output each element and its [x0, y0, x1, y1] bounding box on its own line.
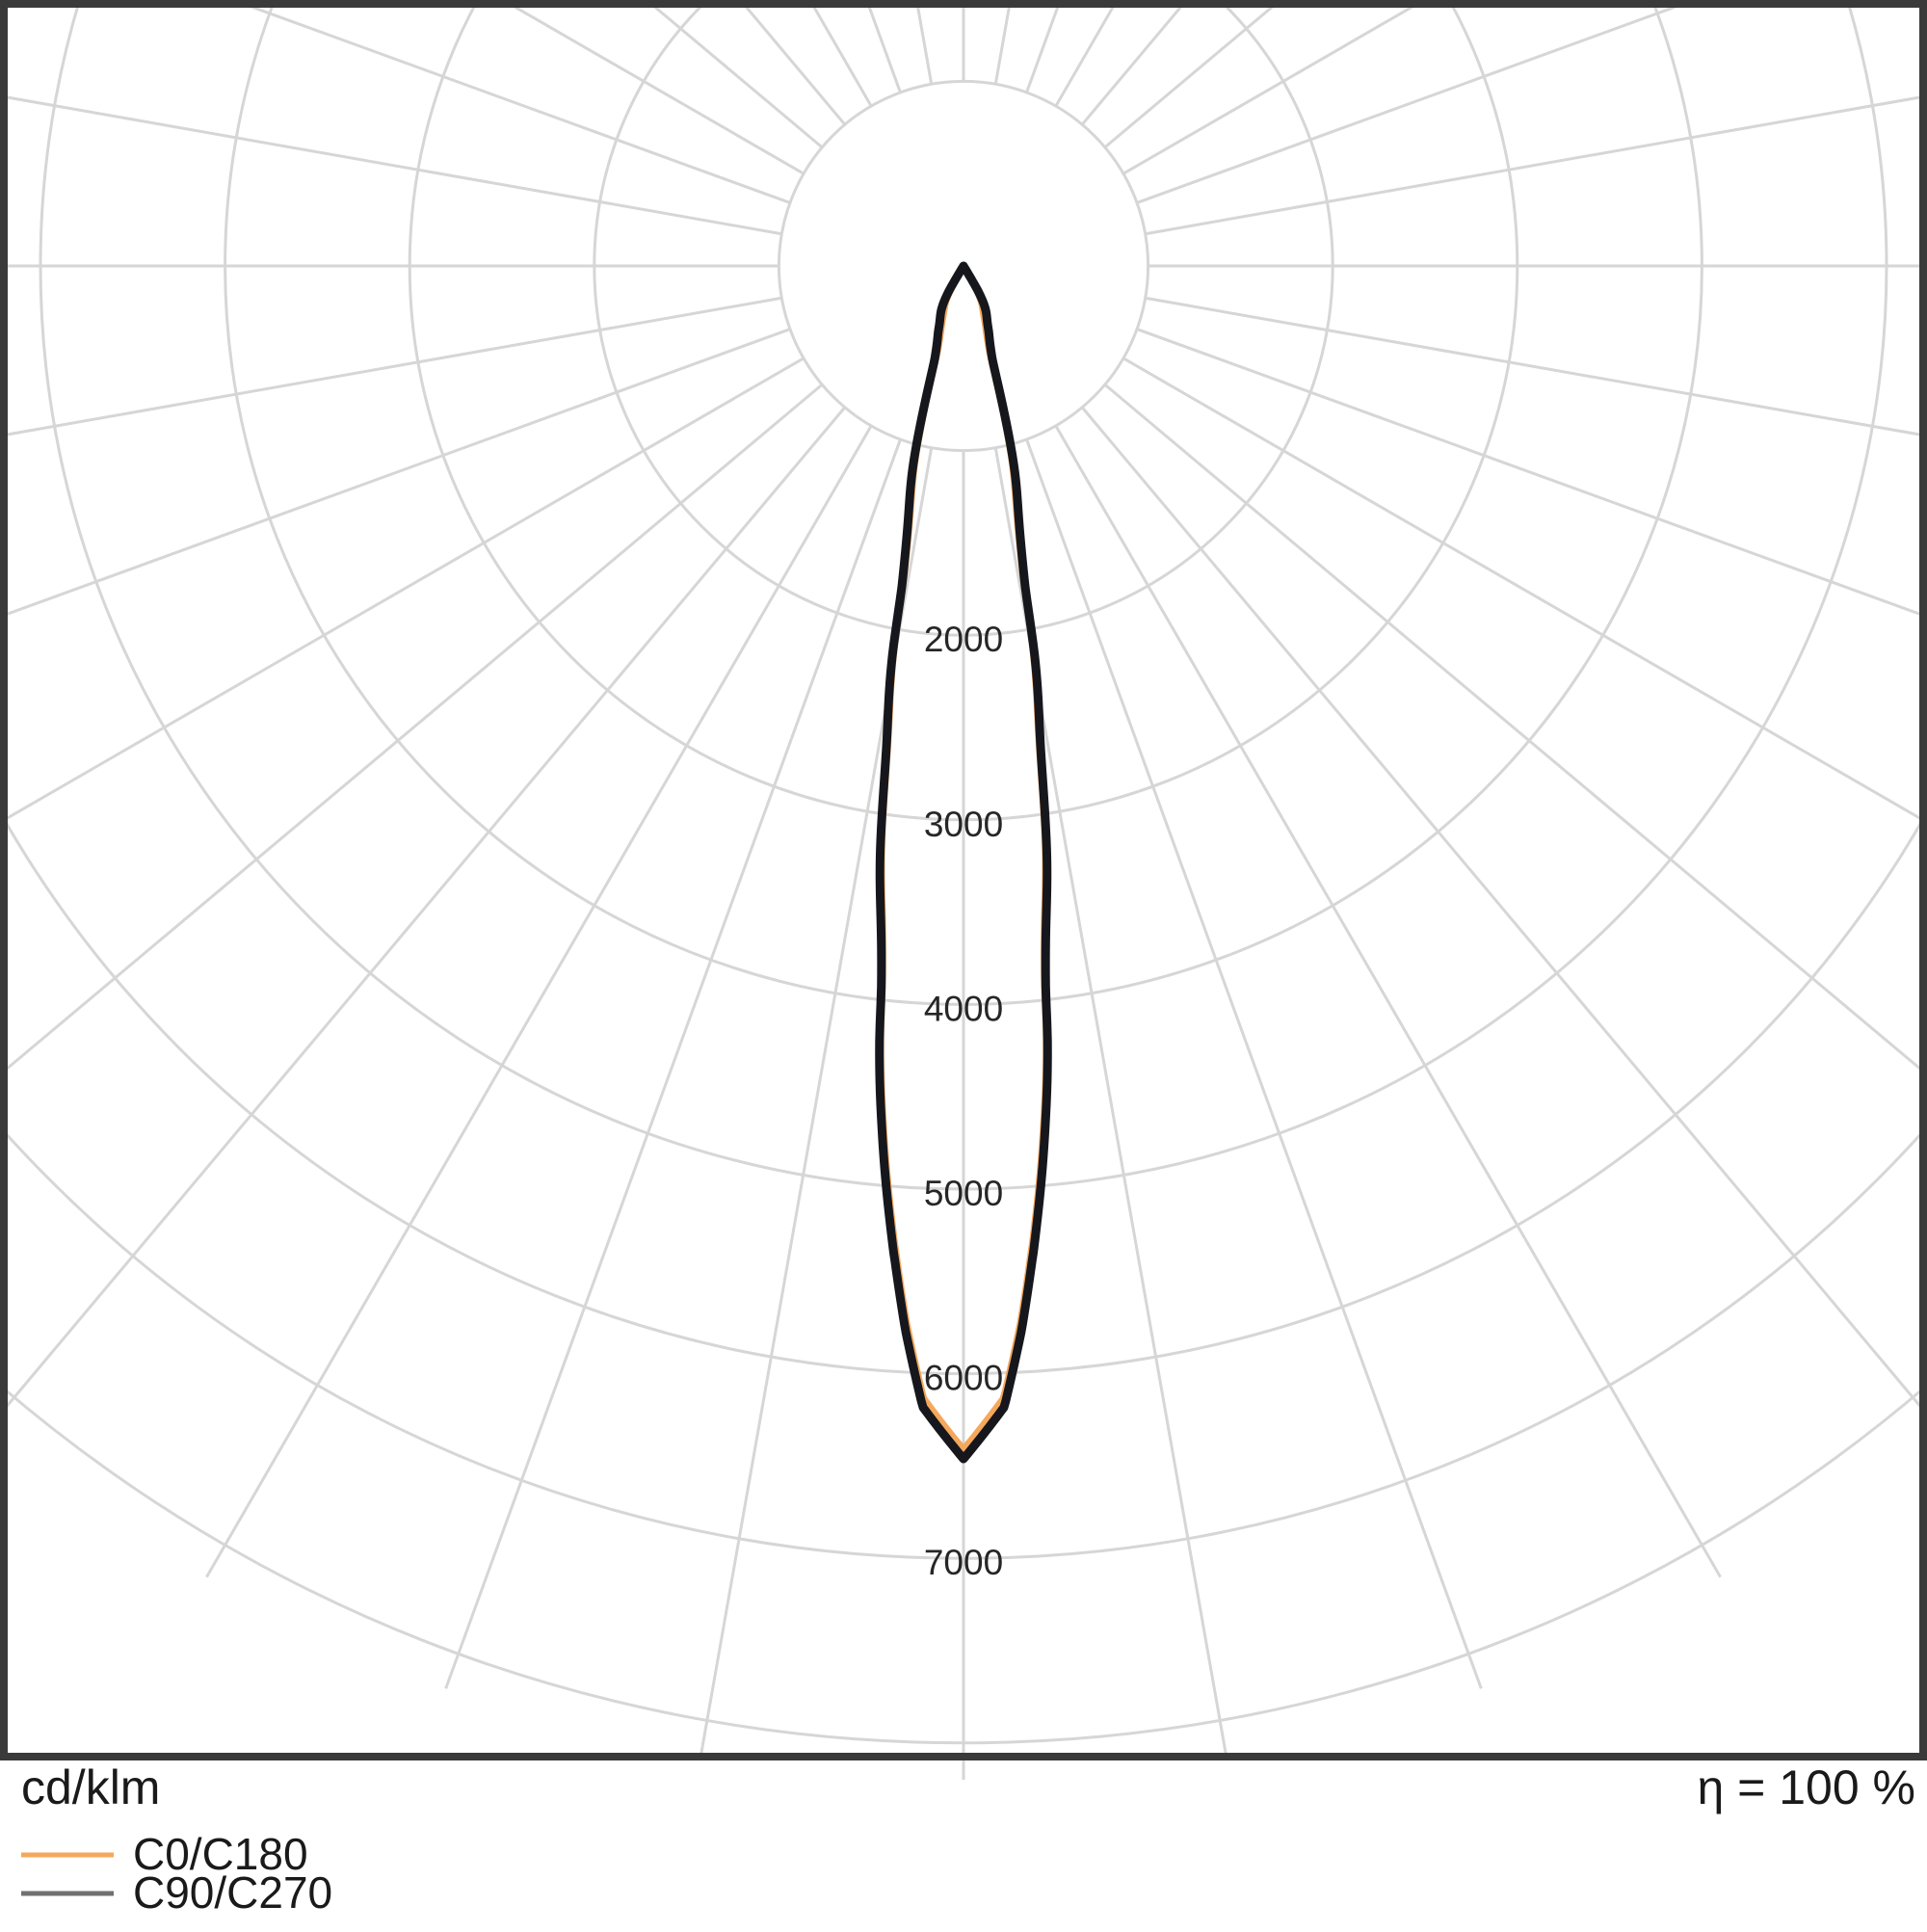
svg-text:7000: 7000: [924, 1543, 1003, 1582]
svg-text:cd/klm: cd/klm: [21, 1760, 160, 1814]
svg-text:2000: 2000: [924, 620, 1003, 659]
svg-text:C90/C270: C90/C270: [133, 1867, 332, 1918]
svg-text:η = 100 %: η = 100 %: [1697, 1760, 1915, 1814]
svg-text:3000: 3000: [924, 805, 1003, 844]
svg-text:5000: 5000: [924, 1174, 1003, 1213]
svg-text:4000: 4000: [924, 989, 1003, 1028]
svg-text:6000: 6000: [924, 1359, 1003, 1398]
